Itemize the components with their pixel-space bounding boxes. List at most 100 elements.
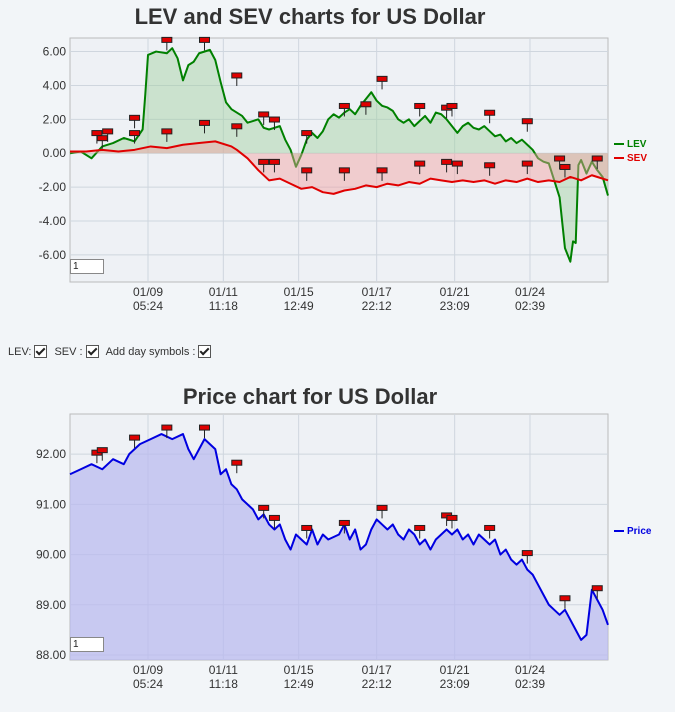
marker-flag (161, 128, 173, 135)
marker-flag (231, 459, 243, 466)
x-tick-label: 11:18 (209, 299, 238, 313)
y-tick-label: 4.00 (43, 78, 67, 92)
x-tick-label: 01/21 (440, 285, 470, 299)
series-line-price (69, 433, 609, 641)
marker-flag (161, 36, 173, 43)
day-symbol-marker (484, 109, 496, 124)
price-chart-title: Price chart for US Dollar (182, 384, 438, 409)
day-symbol-marker (521, 160, 533, 175)
x-tick-label: 01/21 (440, 663, 470, 677)
x-tick-label: 01/15 (284, 663, 314, 677)
day-symbol-marker (338, 167, 350, 181)
series-area-price (70, 434, 608, 660)
lev-legend-label: LEV (627, 139, 647, 150)
sev-legend-item[interactable]: SEV (614, 153, 647, 164)
y-tick-label: -6.00 (39, 248, 67, 262)
marker-flag (199, 424, 210, 431)
sev-legend-swatch (614, 157, 624, 160)
day-symbol-marker (591, 155, 603, 169)
marker-flag (301, 524, 313, 531)
lev-legend-swatch (614, 143, 624, 146)
marker-flag (161, 424, 173, 431)
day-symbol-marker (338, 519, 350, 534)
series-line-sev (70, 140, 609, 195)
day-symbol-marker (231, 123, 243, 137)
day-symbol-marker (301, 130, 313, 144)
x-tick-label: 12:49 (284, 677, 314, 691)
marker-flag (376, 75, 388, 82)
marker-flag (91, 130, 103, 137)
day-symbol-marker (301, 524, 313, 539)
lev-toggle-checkbox[interactable] (34, 345, 48, 358)
marker-flag (102, 128, 114, 135)
day-symbol-marker (521, 118, 533, 132)
day-symbol-marker (199, 36, 210, 51)
marker-flag (301, 167, 313, 174)
day-symbol-marker (102, 128, 114, 142)
day-symbol-marker (268, 514, 280, 529)
marker-flag (521, 160, 533, 167)
price-legend-label: Price (627, 526, 652, 537)
marker-flag (96, 135, 108, 142)
x-tick-label: 11:18 (209, 677, 238, 691)
y-tick-label: 91.00 (36, 497, 66, 511)
sev-toggle-checkbox[interactable] (85, 345, 99, 358)
price-legend-item[interactable]: Price (614, 526, 651, 537)
day-symbol-marker (161, 36, 173, 51)
y-tick-label: 88.00 (36, 648, 66, 662)
marker-flag (414, 524, 426, 531)
day-symbol-marker (129, 434, 141, 449)
x-tick-label: 23:09 (440, 677, 470, 691)
marker-flag (521, 118, 533, 125)
x-tick-label: 22:12 (362, 299, 392, 313)
day-symbol-marker (414, 524, 426, 539)
marker-flag (484, 524, 496, 531)
day-symbol-marker (484, 162, 496, 176)
marker-flag (446, 514, 458, 521)
day-symbol-marker (129, 114, 141, 129)
marker-flag (441, 158, 453, 165)
day-symbol-marker (376, 75, 388, 90)
lev-zoom-input[interactable]: 1 (70, 259, 104, 274)
day-symbol-marker (258, 504, 270, 519)
y-tick-label: 6.00 (43, 45, 67, 59)
x-tick-label: 05:24 (133, 677, 163, 691)
lev-sev-chart[interactable]: 6.00 4.00 2.00 0.00 -2.00 -4.00 -6.00 01/0905:2… (0, 0, 675, 345)
y-tick-label: 2.00 (43, 112, 67, 126)
marker-flag (591, 155, 603, 162)
day-symbol-marker (258, 111, 270, 125)
sev-toggle-label: SEV : (54, 345, 83, 358)
marker-flag (414, 102, 426, 109)
x-tick-label: 01/17 (362, 663, 392, 677)
day-symbol-marker (414, 102, 426, 117)
day-symbol-marker (484, 524, 496, 539)
marker-flag (376, 167, 388, 174)
marker-flag (129, 114, 141, 121)
y-tick-label: 89.00 (36, 598, 66, 612)
marker-flag (559, 595, 571, 602)
y-tick-label: -4.00 (39, 214, 67, 228)
day-symbol-marker (591, 585, 603, 599)
marker-flag (376, 504, 388, 511)
marker-flag (231, 123, 243, 130)
day-symbol-marker (441, 158, 453, 173)
day-symbol-marker (446, 514, 458, 529)
x-tick-label: 05:24 (133, 299, 163, 313)
marker-flag (446, 102, 458, 109)
day-symbol-marker (161, 424, 173, 439)
day-symbols-checkbox[interactable] (198, 345, 212, 358)
marker-flag (338, 102, 350, 109)
day-symbol-marker (231, 72, 243, 86)
lev-legend-item[interactable]: LEV (614, 139, 646, 150)
marker-flag (96, 447, 108, 454)
marker-flag (360, 101, 372, 108)
day-symbol-marker (338, 102, 350, 117)
price-legend-swatch (614, 530, 624, 533)
lev-toggle-label: LEV: (8, 345, 32, 358)
day-symbol-marker (414, 160, 426, 175)
sev-legend-label: SEV (627, 153, 648, 164)
price-zoom-input[interactable]: 1 (70, 637, 104, 652)
marker-flag (554, 155, 566, 162)
marker-flag (414, 160, 426, 167)
